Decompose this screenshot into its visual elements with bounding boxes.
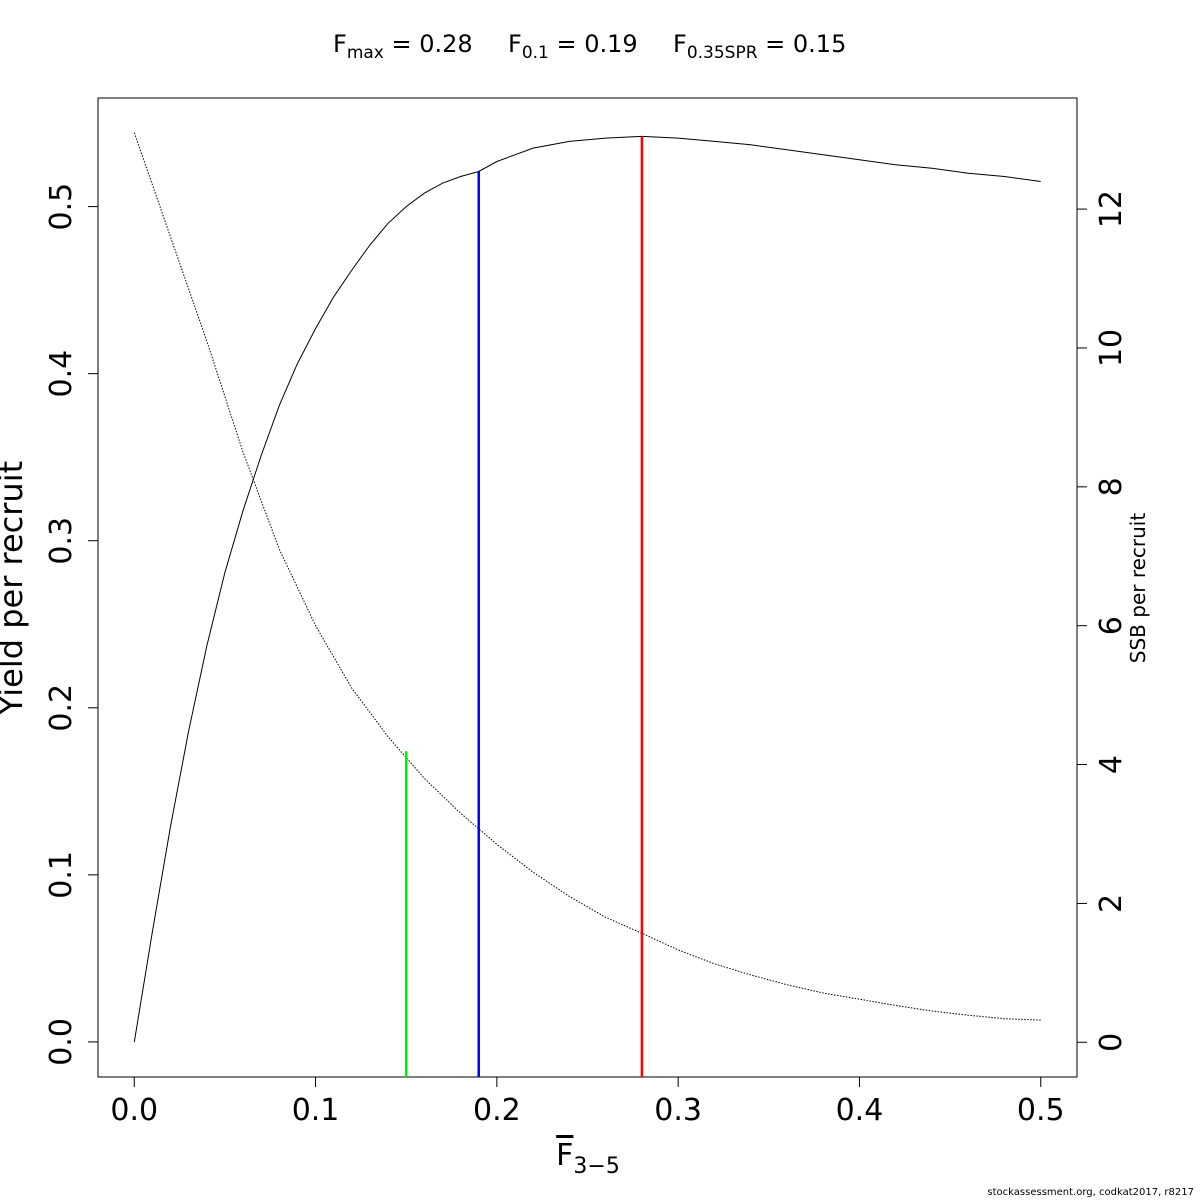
y-tick-label: 0.3: [44, 517, 79, 565]
y2-axis-label: SSB per recruit: [1126, 513, 1150, 664]
x-axis-label: F3−5: [556, 1138, 620, 1179]
plot-layer: 0.0 0.1 0.2 0.3 0.4 0.5 0.0 0.1 0.2 0.3 0.4 0.5 0 2 4 6…: [0, 97, 1150, 1179]
y2-tick-label: 10: [1094, 329, 1129, 367]
y2-tick-label: 4: [1094, 755, 1129, 774]
x-tick-label: 0.4: [836, 1093, 884, 1128]
y2-tick-label: 2: [1094, 894, 1129, 913]
y-tick-label: 0.2: [44, 684, 79, 732]
y2-tick-label: 6: [1094, 616, 1129, 635]
title-f035spr: F0.35SPR = 0.15: [673, 30, 847, 63]
plot-frame: [97, 97, 1078, 1078]
x-tick-label: 0.3: [654, 1093, 702, 1128]
x-tick-label: 0.5: [1017, 1093, 1065, 1128]
title-fmax: Fmax = 0.28: [333, 30, 473, 63]
y-tick-label: 0.1: [44, 851, 79, 899]
y-tick-label: 0.5: [44, 183, 79, 231]
source-credit: stockassessment.org, codkat2017, r8217: [987, 1187, 1194, 1198]
y2-tick-label: 8: [1094, 477, 1129, 496]
yield-per-recruit-line: [133, 135, 1041, 1042]
x-tick-label: 0.2: [473, 1093, 521, 1128]
y-axis-label: Yield per recruit: [0, 461, 30, 716]
ssb-per-recruit-line: [133, 132, 1041, 1021]
x-tick-label: 0.0: [110, 1093, 158, 1128]
y-tick-label: 0.0: [44, 1018, 79, 1066]
y2-tick-label: 12: [1094, 190, 1129, 228]
y2-tick-label: 0: [1094, 1033, 1129, 1052]
x-tick-label: 0.1: [292, 1093, 340, 1128]
title-f01: F0.1 = 0.19: [508, 30, 638, 63]
y-tick-label: 0.4: [44, 350, 79, 398]
